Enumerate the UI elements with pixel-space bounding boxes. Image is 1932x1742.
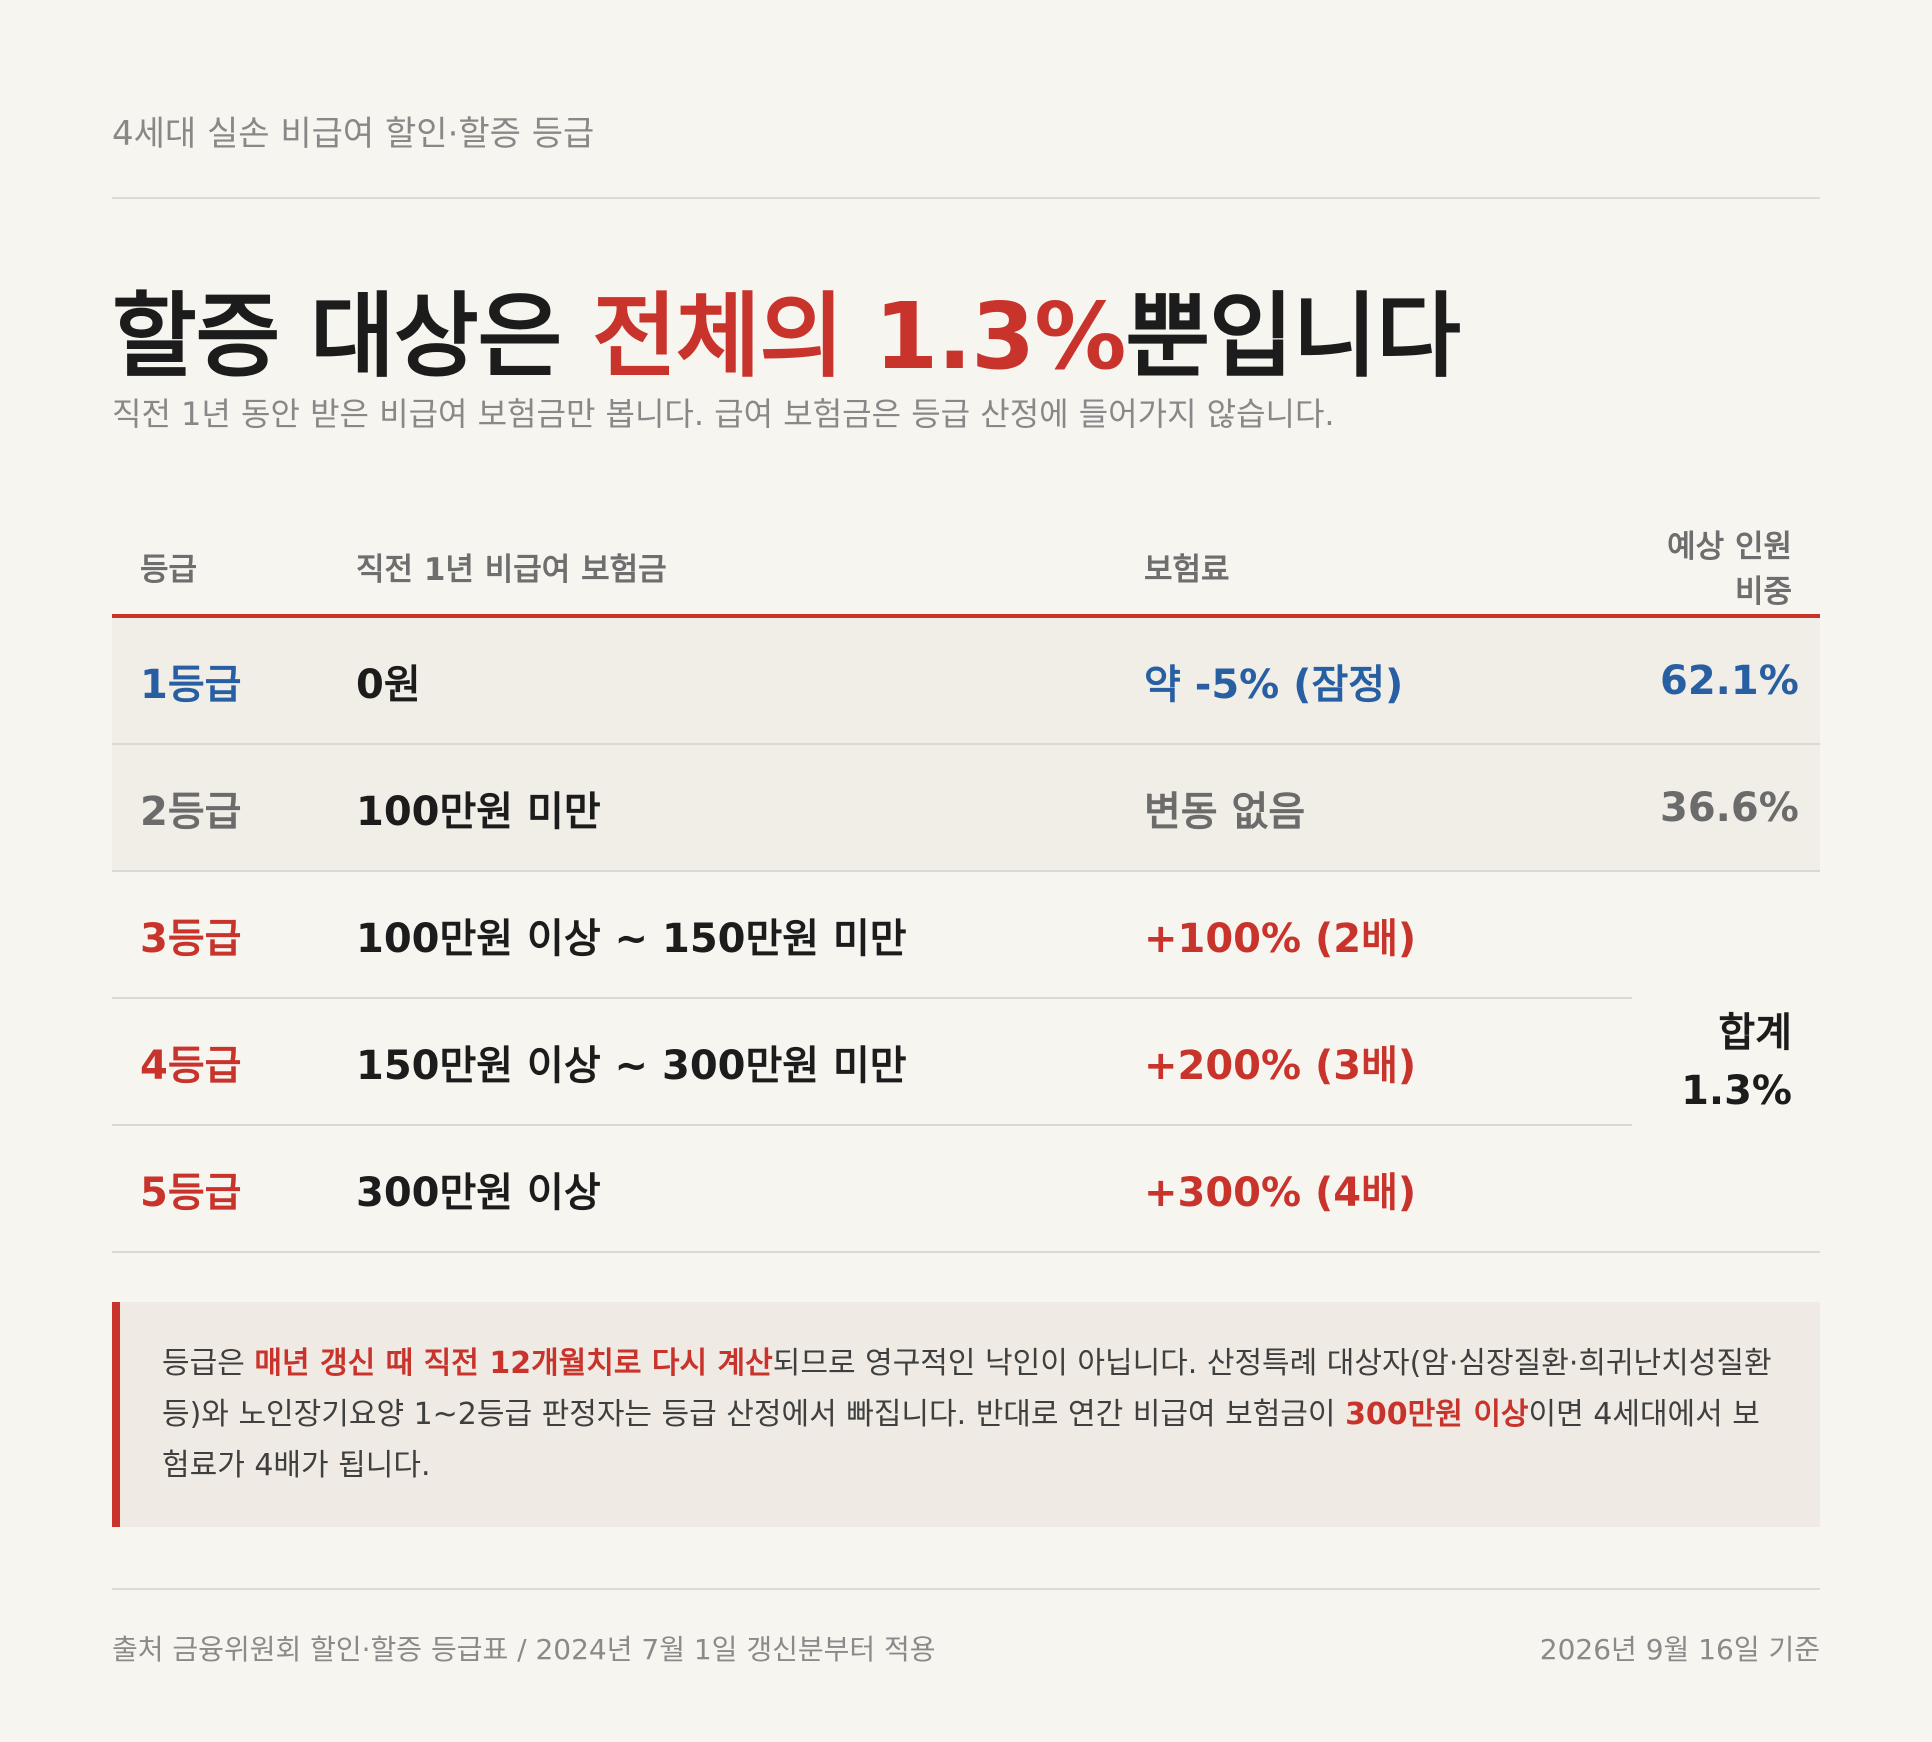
info-note: 등급은 매년 갱신 때 직전 12개월치로 다시 계산되므로 영구적인 낙인이 …	[112, 1302, 1820, 1527]
grade-cell: 5등급	[112, 1125, 328, 1253]
column-header-grade: 등급	[112, 518, 328, 618]
note-text: 등급은	[162, 1346, 255, 1381]
claims-cell: 300만원 이상	[328, 1125, 1116, 1253]
surcharge-total-cell: 합계 1.3%	[1632, 871, 1820, 1253]
share-cell: 36.6%	[1632, 744, 1820, 872]
premium-cell: 약 -5% (잠정)	[1116, 616, 1632, 745]
premium-cell: +200% (3배)	[1116, 998, 1632, 1126]
claims-cell: 100만원 이상 ~ 150만원 미만	[328, 871, 1116, 999]
premium-cell: +300% (4배)	[1116, 1125, 1632, 1253]
table-header-row: 등급 직전 1년 비급여 보험금 보험료 예상 인원 비중	[112, 518, 1820, 618]
source-credit: 출처 금융위원회 할인·할증 등급표 / 2024년 7월 1일 갱신분부터 적…	[112, 1633, 936, 1666]
column-header-share: 예상 인원 비중	[1632, 518, 1820, 618]
headline-prefix: 할증 대상은	[112, 283, 593, 390]
claims-cell: 100만원 미만	[328, 744, 1116, 872]
claims-cell: 0원	[328, 616, 1116, 745]
column-header-claims: 직전 1년 비급여 보험금	[328, 518, 1116, 618]
grade-cell: 1등급	[112, 616, 328, 745]
grade-cell: 3등급	[112, 871, 328, 999]
subheadline: 직전 1년 동안 받은 비급여 보험금만 봅니다. 급여 보험금은 등급 산정에…	[112, 395, 1335, 433]
column-header-premium: 보험료	[1116, 518, 1632, 618]
bottom-divider	[112, 1588, 1820, 1590]
note-emphasis: 300만원 이상	[1345, 1397, 1529, 1432]
premium-cell: 변동 없음	[1116, 744, 1632, 872]
headline-highlight: 전체의 1.3%	[592, 283, 1126, 390]
grade-table: 등급 직전 1년 비급여 보험금 보험료 예상 인원 비중 1등급 0원 약 -…	[112, 518, 1820, 1253]
headline: 할증 대상은 전체의 1.3%뿐입니다	[112, 262, 1461, 395]
surcharge-total-value: 1.3%	[1681, 1067, 1792, 1114]
table-row-grade-2: 2등급 100만원 미만 변동 없음 36.6%	[112, 744, 1820, 872]
premium-cell: +100% (2배)	[1116, 871, 1632, 999]
top-divider	[112, 197, 1820, 199]
share-cell: 62.1%	[1632, 616, 1820, 745]
note-emphasis: 매년 갱신 때 직전 12개월치로 다시 계산	[254, 1346, 773, 1381]
note-text: 이면 4세대에서 보험료가 4배가 됩니다.	[162, 1397, 1760, 1483]
claims-cell: 150만원 이상 ~ 300만원 미만	[328, 998, 1116, 1126]
eyebrow-title: 4세대 실손 비급여 할인·할증 등급	[112, 114, 595, 154]
table-row-grade-4: 4등급 150만원 이상 ~ 300만원 미만 +200% (3배)	[112, 998, 1820, 1126]
table-row-grade-5: 5등급 300만원 이상 +300% (4배)	[112, 1125, 1820, 1253]
surcharge-total-label: 합계	[1718, 1009, 1792, 1056]
reference-date: 2026년 9월 16일 기준	[1539, 1633, 1820, 1666]
note-text: 되므로 영구적인 낙인이 아닙니다. 산정특례 대상자(암·심장질환·희귀난치성…	[162, 1346, 1772, 1432]
table-row-grade-3: 3등급 100만원 이상 ~ 150만원 미만 +100% (2배) 합계 1.…	[112, 871, 1820, 1253]
table-row-grade-1: 1등급 0원 약 -5% (잠정) 62.1%	[112, 616, 1820, 745]
headline-suffix: 뿐입니다	[1125, 283, 1461, 390]
grade-cell: 4등급	[112, 998, 328, 1126]
grade-cell: 2등급	[112, 744, 328, 872]
